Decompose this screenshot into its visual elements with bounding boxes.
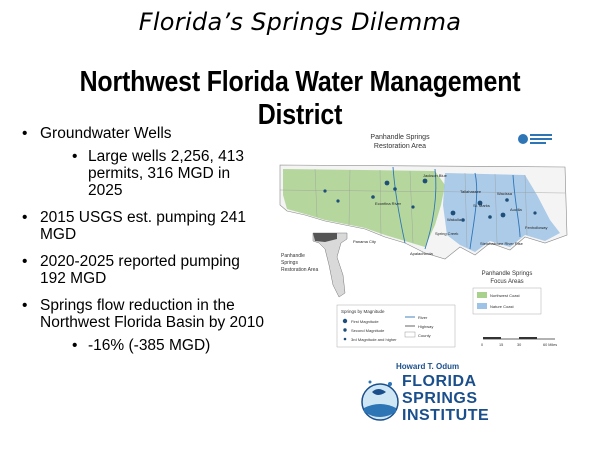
sub-bullet-large-wells: Large wells 2,256, 413 permits, 316 MGD … xyxy=(72,148,268,199)
nwfwmd-logo xyxy=(518,134,552,144)
florida-springs-institute-logo: Howard T. Odum FLORIDA SPRINGS INSTITUTE xyxy=(360,360,490,432)
svg-text:Panhandle Springs: Panhandle Springs xyxy=(482,271,533,277)
fish-bowl-icon xyxy=(361,380,399,421)
map-title: Panhandle Springs xyxy=(370,134,430,141)
logo-line2: SPRINGS xyxy=(402,390,478,407)
svg-text:Highway: Highway xyxy=(418,324,433,329)
city-fenholloway: Fenholloway xyxy=(525,225,547,230)
logo-line3: INSTITUTE xyxy=(402,407,490,424)
inset-label-l2: Springs xyxy=(281,260,298,266)
city-tallahassee: Tallahassee xyxy=(460,189,482,194)
svg-text:Springs by Magnitude: Springs by Magnitude xyxy=(341,309,385,314)
slide-title: Florida’s Springs Dilemma xyxy=(138,8,462,36)
focus-areas-legend: Panhandle Springs Focus Areas Northwest … xyxy=(472,271,542,315)
city-wacissa: Wacissa xyxy=(497,191,513,196)
svg-text:0: 0 xyxy=(481,343,483,347)
city-spring-creek: Spring Creek xyxy=(435,231,458,236)
logo-name: Howard T. Odum xyxy=(396,362,460,371)
svg-text:County: County xyxy=(418,333,431,338)
svg-text:Second Magnitude: Second Magnitude xyxy=(351,328,385,333)
scale-bar: 0 15 30 60 Miles xyxy=(481,337,557,347)
florida-inset-map: Panhandle Springs Restoration Area xyxy=(281,232,348,298)
inset-label-l1: Panhandle xyxy=(281,253,305,259)
city-steinhatchee: Steinhatchee River Rise xyxy=(480,241,524,246)
logo-line1: FLORIDA xyxy=(402,373,477,390)
city-wakulla: Wakulla xyxy=(447,217,462,222)
springs-legend: Springs by Magnitude First Magnitude Sec… xyxy=(336,304,456,348)
bullet-usgs-pumping: 2015 USGS est. pumping 241 MGD xyxy=(18,209,268,243)
city-st-marks: St. Marks xyxy=(473,203,490,208)
bullet-springs-flow-reduction: Springs flow reduction in the Northwest … xyxy=(18,297,268,354)
restoration-area-green xyxy=(283,169,445,247)
svg-text:First Magnitude: First Magnitude xyxy=(351,319,379,324)
city-econfina: Econfina River xyxy=(375,201,402,206)
svg-text:30: 30 xyxy=(517,343,521,347)
city-jackson-blue: Jackson Blue xyxy=(423,173,448,178)
bullet-groundwater-wells: Groundwater Wells Large wells 2,256, 413… xyxy=(18,125,268,199)
svg-text:3rd Magnitude and higher: 3rd Magnitude and higher xyxy=(351,337,397,342)
city-aucilla: Aucilla xyxy=(510,207,523,212)
city-panama-city: Panama City xyxy=(353,239,376,244)
svg-text:15: 15 xyxy=(499,343,503,347)
map-subtitle: Restoration Area xyxy=(374,143,426,150)
city-apalachicola: Apalachicola xyxy=(410,251,433,256)
bullet-reported-pumping: 2020-2025 reported pumping 192 MGD xyxy=(18,253,268,287)
svg-text:River: River xyxy=(418,315,428,320)
svg-text:Focus Areas: Focus Areas xyxy=(490,279,523,285)
spring-markers xyxy=(323,178,537,222)
bullet-list: Groundwater Wells Large wells 2,256, 413… xyxy=(18,125,268,364)
svg-text:Northwest Coast: Northwest Coast xyxy=(490,293,520,298)
slide-heading: Northwest Florida Water Management Distr… xyxy=(79,66,521,131)
svg-text:60 Miles: 60 Miles xyxy=(543,343,557,347)
inset-label-l3: Restoration Area xyxy=(281,267,318,273)
panhandle-springs-map: Panhandle Springs Restoration Area Panam… xyxy=(275,125,575,353)
sub-bullet-reduction-value: -16% (-385 MGD) xyxy=(72,337,268,354)
svg-text:Nature Coast: Nature Coast xyxy=(490,304,514,309)
